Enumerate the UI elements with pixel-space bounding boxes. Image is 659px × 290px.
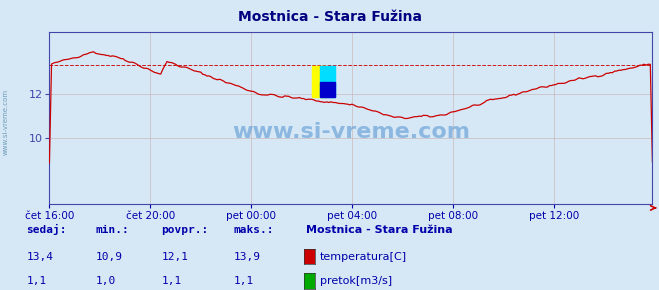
Text: maks.:: maks.: — [234, 225, 274, 235]
Text: Mostnica - Stara Fužina: Mostnica - Stara Fužina — [237, 10, 422, 24]
Text: 1,1: 1,1 — [26, 276, 47, 286]
Bar — [320, 66, 335, 97]
Text: 1,1: 1,1 — [234, 276, 254, 286]
Text: 13,9: 13,9 — [234, 251, 261, 262]
Text: 1,0: 1,0 — [96, 276, 116, 286]
Text: 13,4: 13,4 — [26, 251, 53, 262]
Text: temperatura[C]: temperatura[C] — [320, 251, 407, 262]
Bar — [320, 82, 335, 97]
Text: povpr.:: povpr.: — [161, 225, 209, 235]
Bar — [312, 66, 327, 97]
Text: pretok[m3/s]: pretok[m3/s] — [320, 276, 391, 286]
Text: 10,9: 10,9 — [96, 251, 123, 262]
Text: Mostnica - Stara Fužina: Mostnica - Stara Fužina — [306, 225, 453, 235]
Text: 1,1: 1,1 — [161, 276, 182, 286]
Text: sedaj:: sedaj: — [26, 224, 67, 235]
Text: 12,1: 12,1 — [161, 251, 188, 262]
Text: www.si-vreme.com: www.si-vreme.com — [232, 122, 470, 142]
Text: min.:: min.: — [96, 225, 129, 235]
Text: www.si-vreme.com: www.si-vreme.com — [2, 89, 9, 155]
